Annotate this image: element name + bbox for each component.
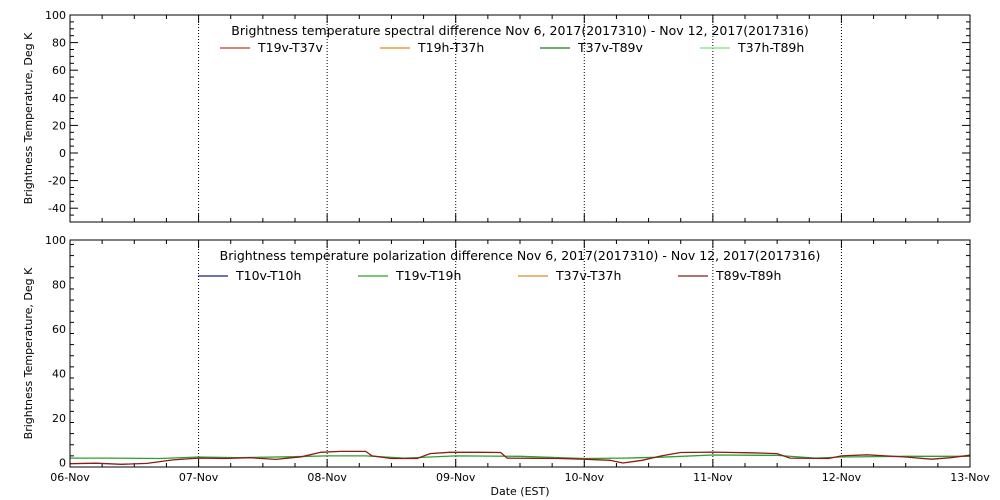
x-tick-label: 13-Nov	[950, 471, 990, 484]
chart-title: Brightness temperature spectral differen…	[231, 23, 808, 38]
legend-label: T19v-T37v	[257, 40, 324, 55]
y-tick-label: -20	[48, 175, 66, 188]
polarization-difference-panel: 06-Nov 07-Nov 08-Nov 09-Nov 10-Nov 11-Nov 12-N…	[22, 234, 990, 498]
plot-frame	[69, 14, 971, 223]
x-tick-label: 12-Nov	[822, 471, 862, 484]
x-tick-label: 09-Nov	[436, 471, 476, 484]
y-tick-label: 100	[45, 234, 66, 247]
legend-label: T19h-T37h	[417, 40, 484, 55]
x-tick-label: 10-Nov	[565, 471, 605, 484]
x-tick-label: 08-Nov	[307, 471, 347, 484]
chart-title: Brightness temperature polarization diff…	[220, 248, 821, 263]
legend-label: T89v-T89h	[715, 268, 781, 283]
legend-label: T37h-T89h	[737, 40, 804, 55]
y-axis-label: Brightness Temperature, Deg K	[22, 32, 35, 204]
legend-label: T37v-T89v	[577, 40, 644, 55]
spectral-difference-panel: -40 -20 0 20 40 60 80 100 Brightness temperature…	[22, 9, 971, 223]
y-tick-label: 20	[52, 412, 66, 425]
y-tick-label: 20	[52, 119, 66, 132]
x-tick-label: 11-Nov	[693, 471, 733, 484]
y-axis-label: Brightness Temperature, Deg K	[22, 267, 35, 439]
series-line-t89v-t89h	[69, 450, 971, 465]
x-tick-label: 06-Nov	[50, 471, 90, 484]
x-tick-label: 07-Nov	[179, 471, 219, 484]
y-tick-label: 60	[52, 323, 66, 336]
y-tick-label: 60	[52, 64, 66, 77]
legend-label: T10v-T10h	[235, 268, 301, 283]
y-tick-label: 100	[45, 9, 66, 22]
y-tick-label: 40	[52, 92, 66, 105]
y-tick-label: 80	[52, 37, 66, 50]
y-tick-label: 80	[52, 279, 66, 292]
legend-label: T37v-T37h	[555, 268, 621, 283]
y-tick-label: -40	[48, 202, 66, 215]
legend-label: T19v-T19h	[395, 268, 461, 283]
x-axis-label: Date (EST)	[490, 485, 549, 498]
plot-frame	[69, 239, 971, 468]
y-tick-label: 0	[59, 457, 66, 470]
y-tick-label: 40	[52, 368, 66, 381]
y-tick-label: 0	[59, 147, 66, 160]
